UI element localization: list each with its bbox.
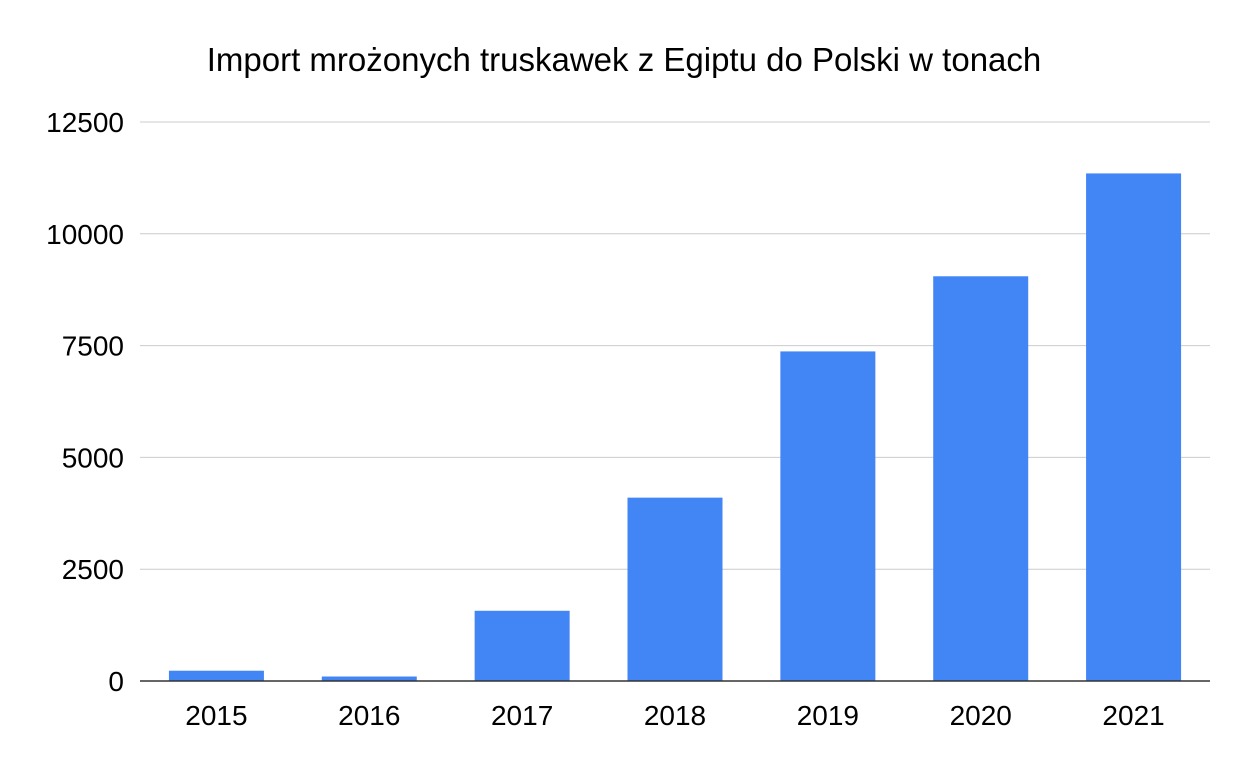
x-tick-label: 2017 (491, 700, 553, 731)
y-tick-label: 0 (108, 666, 124, 697)
y-tick-label: 5000 (62, 442, 124, 473)
x-tick-labels: 2015 2016 2017 2018 2019 2020 2021 (185, 700, 1164, 731)
y-tick-label: 10000 (46, 219, 124, 250)
y-tick-labels: 0 2500 5000 7500 10000 12500 (46, 107, 124, 697)
y-tick-label: 7500 (62, 331, 124, 362)
bars (168, 173, 1182, 682)
y-tick-label: 2500 (62, 554, 124, 585)
x-tick-label: 2015 (185, 700, 247, 731)
bar-2017 (474, 610, 570, 681)
bar-2021 (1086, 173, 1182, 682)
chart-title: Import mrożonych truskawek z Egiptu do P… (206, 41, 1042, 78)
x-tick-label: 2018 (644, 700, 706, 731)
bar-2016 (321, 676, 417, 681)
bar-2015 (168, 670, 264, 681)
x-tick-label: 2016 (338, 700, 400, 731)
bar-2018 (627, 497, 723, 681)
gridlines (140, 121, 1210, 570)
y-tick-label: 12500 (46, 107, 124, 138)
x-tick-label: 2021 (1102, 700, 1164, 731)
bar-2020 (933, 276, 1029, 681)
x-tick-label: 2019 (797, 700, 859, 731)
bar-2019 (780, 351, 876, 681)
x-tick-label: 2020 (950, 700, 1012, 731)
